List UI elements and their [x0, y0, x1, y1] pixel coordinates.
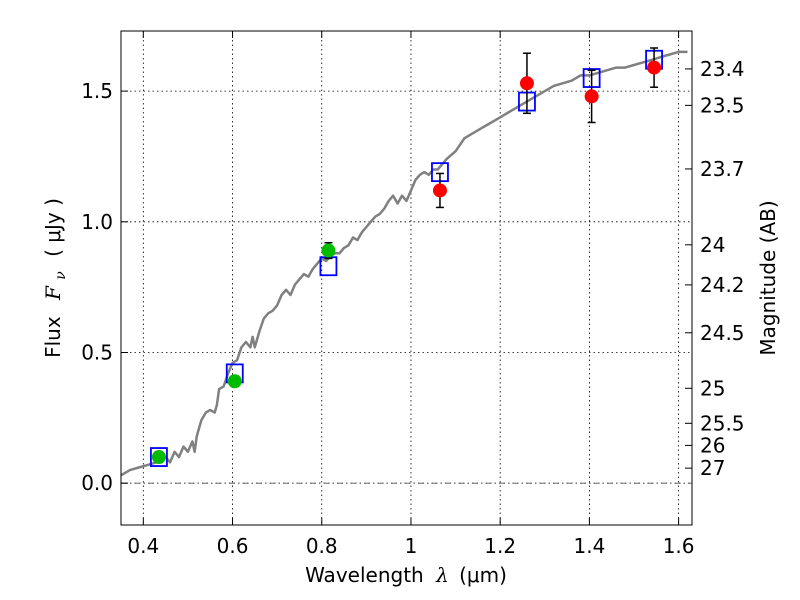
axis-ticks — [121, 31, 692, 525]
model-spectrum — [120, 50, 688, 477]
model-square-point — [150, 447, 168, 467]
x-tick-label: 0.8 — [306, 534, 338, 558]
observed-photometry-points — [151, 60, 662, 465]
observed-data-point — [227, 374, 242, 389]
observed-data-point — [584, 89, 599, 104]
tick-labels: 0.4 0.6 0.8 1 1.2 1.4 1.6 0.0 0.5 1.0 1.5 23.4 23.5 2… — [81, 57, 744, 558]
observed-data-point — [519, 76, 534, 91]
right-tick-label: 24.5 — [700, 321, 745, 345]
x-tick-label: 1.6 — [663, 534, 695, 558]
y-axis-label: Flux F ν ( μJy ) — [41, 198, 70, 358]
y-tick-label: 1.5 — [81, 79, 113, 103]
right-tick-label: 23.5 — [700, 93, 745, 117]
model-photometry-squares — [150, 49, 663, 467]
right-tick-label: 24.2 — [700, 273, 745, 297]
x-tick-label: 1.4 — [573, 534, 605, 558]
right-tick-label: 23.7 — [700, 157, 745, 181]
y-tick-label: 0.5 — [81, 340, 113, 364]
x-tick-label: 0.4 — [127, 534, 159, 558]
plot-frame — [120, 30, 693, 526]
x-tick-label: 0.6 — [217, 534, 249, 558]
y-tick-label: 0.0 — [81, 471, 113, 495]
observed-data-point — [151, 450, 166, 465]
right-axis-label: Magnitude (AB) — [756, 200, 780, 355]
right-tick-label: 26 — [700, 433, 725, 457]
right-tick-label: 25 — [700, 376, 725, 400]
observed-data-point — [647, 60, 662, 75]
observed-data-point — [321, 243, 336, 258]
y-tick-label: 1.0 — [81, 210, 113, 234]
x-axis-label: Wavelength λ (μm) — [305, 563, 507, 587]
right-tick-label: 27 — [700, 456, 725, 480]
x-tick-label: 1.2 — [484, 534, 516, 558]
grid — [121, 31, 692, 525]
right-tick-label: 25.5 — [700, 411, 745, 435]
observed-data-point — [432, 183, 447, 198]
right-tick-label: 23.4 — [700, 57, 745, 81]
spectrum-line — [120, 50, 688, 477]
error-bars — [154, 47, 659, 464]
x-tick-label: 1 — [405, 534, 418, 558]
right-tick-label: 24 — [700, 233, 725, 257]
